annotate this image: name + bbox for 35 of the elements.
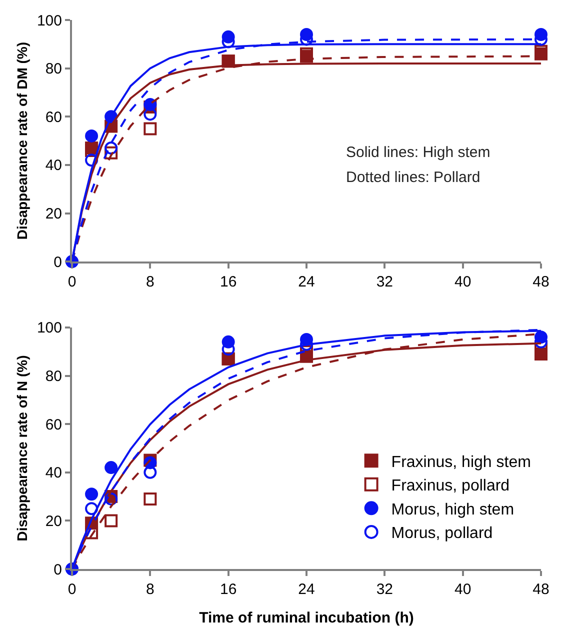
x-tick-label: 0 bbox=[68, 581, 76, 598]
legend-label: Morus, high stem bbox=[391, 501, 514, 518]
x-tick-label: 40 bbox=[454, 581, 472, 598]
y-tick-label: 40 bbox=[45, 464, 62, 482]
x-tick-label: 16 bbox=[220, 581, 237, 598]
x-tick-label: 48 bbox=[532, 274, 550, 291]
annotation: Dotted lines: Pollard bbox=[346, 169, 480, 186]
x-tick-label: 0 bbox=[68, 274, 76, 291]
y-tick-label: 80 bbox=[45, 368, 62, 385]
y-axis-title: Disappearance rate of DM (%) bbox=[14, 42, 30, 240]
x-tick-label: 32 bbox=[376, 274, 394, 291]
y-tick-label: 40 bbox=[45, 157, 62, 174]
y-tick-label: 100 bbox=[36, 320, 62, 337]
x-tick-label: 32 bbox=[376, 581, 394, 598]
y-tick-label: 0 bbox=[54, 561, 62, 578]
y-tick-label: 20 bbox=[45, 206, 62, 222]
y-axis-title: Disappearance rate of N (%) bbox=[14, 355, 30, 542]
y-tick-label: 60 bbox=[45, 416, 62, 434]
legend-label: Fraxinus, pollard bbox=[391, 478, 510, 495]
y-tick-label: 80 bbox=[45, 60, 62, 78]
y-tick-label: 0 bbox=[54, 254, 62, 271]
x-tick-label: 16 bbox=[220, 274, 237, 291]
x-tick-label: 8 bbox=[146, 581, 154, 598]
x-tick-label: 8 bbox=[146, 274, 154, 291]
x-tick-label: 40 bbox=[454, 274, 472, 291]
annotation: Solid lines: High stem bbox=[346, 144, 490, 161]
x-tick-label: 24 bbox=[298, 581, 315, 598]
legend-label: Fraxinus, high stem bbox=[391, 454, 531, 471]
x-tick-label: 48 bbox=[532, 581, 550, 598]
y-tick-label: 100 bbox=[36, 12, 62, 30]
x-tick-label: 24 bbox=[298, 274, 315, 291]
y-tick-label: 20 bbox=[45, 512, 62, 530]
y-tick-label: 60 bbox=[45, 108, 62, 126]
legend-label: Morus, pollard bbox=[391, 525, 493, 542]
x-axis-title: Time of ruminal incubation (h) bbox=[199, 610, 414, 626]
